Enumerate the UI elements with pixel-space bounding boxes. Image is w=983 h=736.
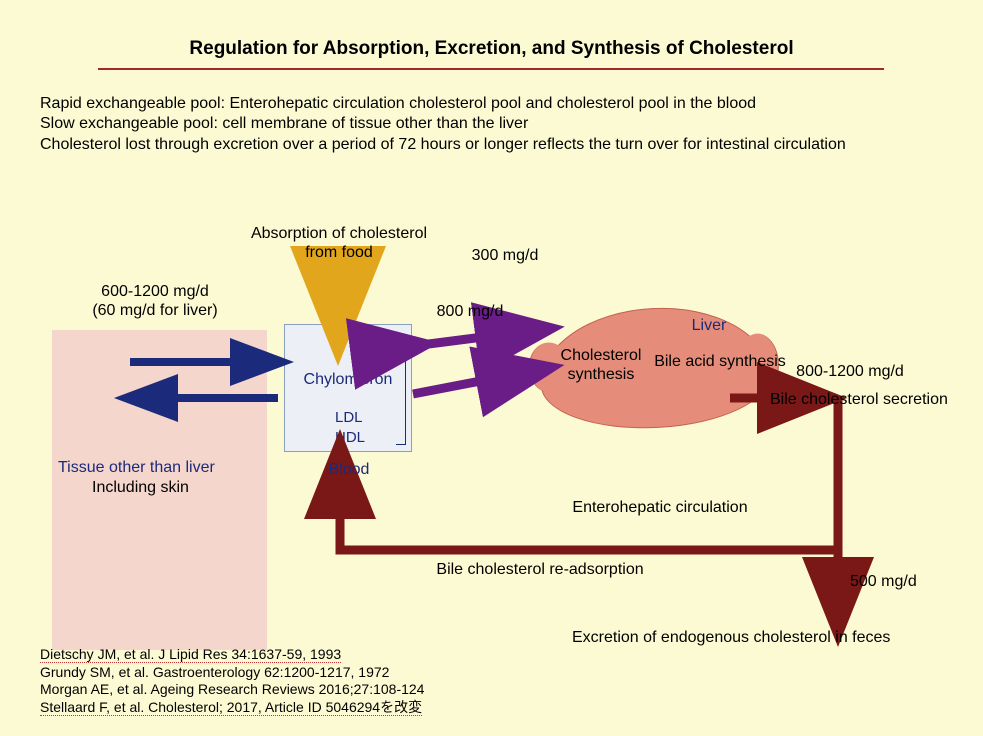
tissue-rate-sub: (60 mg/d for liver) (60, 301, 250, 320)
arrow-blood-liver-top (413, 330, 538, 346)
references: Dietschy JM, et al. J Lipid Res 34:1637-… (40, 646, 424, 716)
readsorption-label: Bile cholesterol re-adsorption (380, 560, 700, 579)
slide: Regulation for Absorption, Excretion, an… (0, 0, 983, 736)
absorption-rate: 300 mg/d (455, 246, 555, 265)
ref-4: Stellaard F, et al. Cholesterol; 2017, A… (40, 699, 422, 716)
tissue-label-top: Tissue other than liver (58, 458, 248, 477)
arrow-blood-liver-bottom (413, 370, 538, 394)
tissue-rate: 600-1200 mg/d (60 mg/d for liver) (60, 282, 250, 320)
blood-label: Blood (314, 460, 384, 479)
liver-label: Liver (674, 316, 744, 335)
tissue-rate-main: 600-1200 mg/d (60, 282, 250, 301)
tissue-label-bottom: Including skin (92, 478, 242, 497)
arrow-enterohepatic (340, 398, 838, 550)
absorption-line2: from food (234, 243, 444, 262)
excretion-label: Excretion of endogenous cholesterol in f… (572, 628, 972, 647)
absorption-label: Absorption of cholesterol from food (234, 224, 444, 262)
ref-3: Morgan AE, et al. Ageing Research Review… (40, 681, 424, 699)
bile-secretion-rate: 800-1200 mg/d (770, 362, 930, 381)
ref-1: Dietschy JM, et al. J Lipid Res 34:1637-… (40, 646, 341, 663)
absorption-line1: Absorption of cholesterol (234, 224, 444, 243)
ref-2: Grundy SM, et al. Gastroenterology 62:12… (40, 664, 424, 682)
bile-secretion-label: Bile cholesterol secretion (770, 390, 980, 409)
enterohepatic-label: Enterohepatic circulation (540, 498, 780, 517)
liver-from-blood-rate: 800 mg/d (420, 302, 520, 321)
excretion-rate: 500 mg/d (850, 572, 960, 591)
